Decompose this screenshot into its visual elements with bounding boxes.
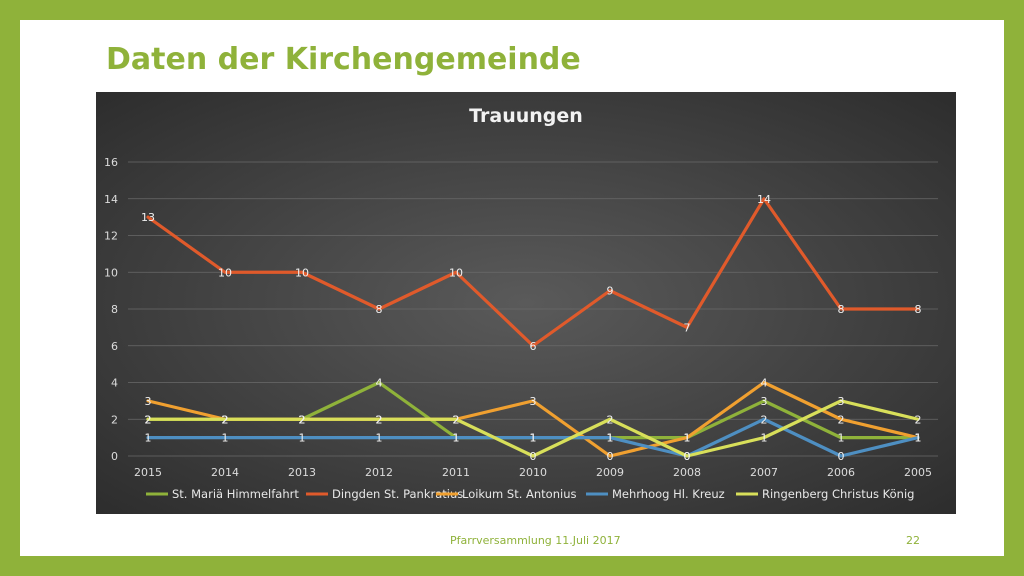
x-tick-label: 2010: [519, 466, 547, 479]
series-line: [146, 417, 920, 458]
data-label: 2: [838, 413, 845, 426]
y-tick-label: 16: [104, 156, 118, 169]
data-label: 1: [607, 432, 614, 445]
y-tick-label: 4: [111, 377, 118, 390]
data-label: 1: [376, 432, 383, 445]
y-tick-label: 10: [104, 266, 118, 279]
data-label: 1: [915, 432, 922, 445]
x-tick-label: 2013: [288, 466, 316, 479]
data-label: 1: [684, 432, 691, 445]
chart: Trauungen 0 2 4 6 8 10 12 14 16 2015 2014 2013 2012 2…: [96, 92, 956, 514]
data-label: 3: [761, 395, 768, 408]
data-label: 1: [530, 432, 537, 445]
data-label: 2: [299, 413, 306, 426]
data-label: 0: [607, 450, 614, 463]
y-tick-label: 8: [111, 303, 118, 316]
slide-title: Daten der Kirchengemeinde: [106, 42, 581, 77]
data-label: 4: [376, 377, 383, 390]
data-label: 1: [299, 432, 306, 445]
x-tick-label: 2012: [365, 466, 393, 479]
x-tick-label: 2015: [134, 466, 162, 479]
data-label: 8: [915, 303, 922, 316]
data-label: 2: [145, 413, 152, 426]
data-label: 1: [607, 432, 614, 445]
x-tick-label: 2014: [211, 466, 239, 479]
data-label: 1: [761, 432, 768, 445]
data-label: 2: [453, 413, 460, 426]
data-label: 1: [915, 432, 922, 445]
data-label: 2: [453, 413, 460, 426]
data-label: 2: [222, 413, 229, 426]
x-tick-label: 2006: [827, 466, 855, 479]
x-tick-label: 2008: [673, 466, 701, 479]
x-tick-label: 2007: [750, 466, 778, 479]
data-label: 6: [530, 340, 537, 353]
data-label: 14: [757, 193, 771, 206]
data-label: 4: [761, 377, 768, 390]
legend-label: Loikum St. Antonius: [462, 487, 576, 501]
legend-label: St. Mariä Himmelfahrt: [172, 487, 299, 501]
data-label: 0: [530, 450, 537, 463]
legend-label: Dingden St. Pankratius: [332, 487, 463, 501]
y-tick-label: 0: [111, 450, 118, 463]
data-label: 2: [299, 413, 306, 426]
data-label: 0: [684, 450, 691, 463]
data-label: 1: [838, 432, 845, 445]
data-label: 1: [222, 432, 229, 445]
footer-text: Pfarrversammlung 11.Juli 2017: [450, 534, 621, 547]
legend-label: Mehrhoog Hl. Kreuz: [612, 487, 725, 501]
data-label: 3: [838, 395, 845, 408]
data-label: 1: [453, 432, 460, 445]
data-label: 1: [915, 432, 922, 445]
x-tick-label: 2011: [442, 466, 470, 479]
page-number: 22: [906, 534, 920, 547]
data-label: 3: [145, 395, 152, 408]
data-label: 1: [453, 432, 460, 445]
data-label: 2: [915, 413, 922, 426]
data-label: 10: [295, 266, 309, 279]
x-tick-label: 2005: [904, 466, 932, 479]
data-label: 2: [145, 413, 152, 426]
data-label: 2: [607, 413, 614, 426]
data-label: 10: [449, 266, 463, 279]
x-tick-label: 2009: [596, 466, 624, 479]
y-tick-label: 12: [104, 230, 118, 243]
y-tick-label: 2: [111, 413, 118, 426]
legend-label: Ringenberg Christus König: [762, 487, 914, 501]
data-label: 1: [684, 432, 691, 445]
slide: Daten der Kirchengemeinde Trauungen 0 2 4 6…: [20, 20, 1004, 556]
chart-title: Trauungen: [469, 105, 583, 127]
data-label: 7: [684, 321, 691, 334]
data-label: 3: [530, 395, 537, 408]
data-label: 2: [376, 413, 383, 426]
data-label: 8: [376, 303, 383, 316]
data-label: 9: [607, 285, 614, 298]
data-label: 1: [145, 432, 152, 445]
series-line: [146, 399, 920, 458]
data-label: 2: [376, 413, 383, 426]
y-tick-label: 6: [111, 340, 118, 353]
series-line: [146, 197, 920, 348]
data-label: 2: [222, 413, 229, 426]
data-label: 2: [222, 413, 229, 426]
data-label: 10: [218, 266, 232, 279]
data-label: 2: [761, 413, 768, 426]
data-label: 0: [838, 450, 845, 463]
y-tick-label: 14: [104, 193, 118, 206]
data-label: 13: [141, 211, 155, 224]
data-label: 1: [530, 432, 537, 445]
data-label: 2: [299, 413, 306, 426]
data-label: 0: [684, 450, 691, 463]
data-label: 8: [838, 303, 845, 316]
